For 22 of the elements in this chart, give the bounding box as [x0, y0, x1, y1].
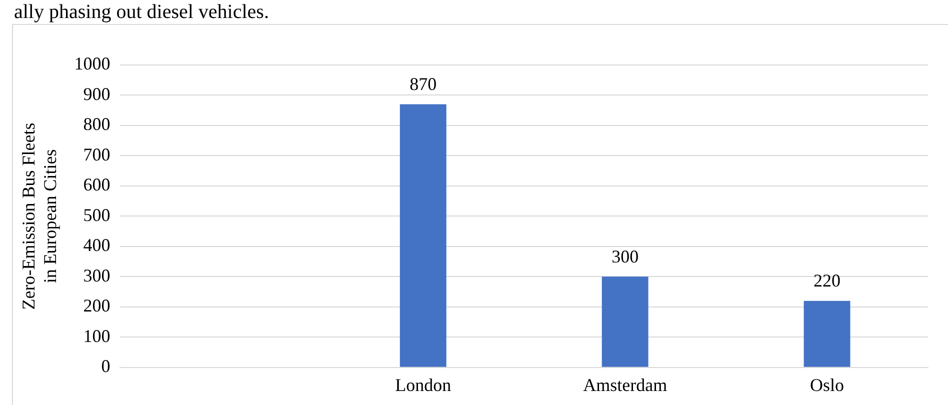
- text: ally phasing out diesel vehicles.: [14, 0, 269, 24]
- y-tick-label: 900: [83, 84, 110, 104]
- y-tick-label: 600: [83, 174, 110, 195]
- y-tick-label: 400: [83, 235, 110, 256]
- bar: [602, 276, 648, 367]
- y-tick-label: 1000: [74, 54, 110, 74]
- data-label: 220: [814, 270, 841, 291]
- y-tick-label: 300: [83, 265, 110, 286]
- data-label: 300: [612, 246, 639, 266]
- y-tick-label: 0: [101, 356, 110, 376]
- y-tick-label: 500: [83, 204, 110, 225]
- bar: [400, 104, 446, 367]
- x-tick-label: London: [395, 374, 452, 395]
- y-tick-label: 800: [83, 114, 110, 134]
- y-tick-label: 100: [83, 326, 110, 346]
- x-tick-label: Oslo: [810, 374, 844, 395]
- x-tick-label: Amsterdam: [583, 374, 668, 395]
- bar: [804, 300, 850, 367]
- y-tick-label: 700: [83, 144, 110, 164]
- y-tick-label: 200: [83, 296, 110, 316]
- data-label: 870: [410, 74, 437, 94]
- y-axis-title: Zero-Emission Bus Fleets in European Cities: [18, 122, 60, 310]
